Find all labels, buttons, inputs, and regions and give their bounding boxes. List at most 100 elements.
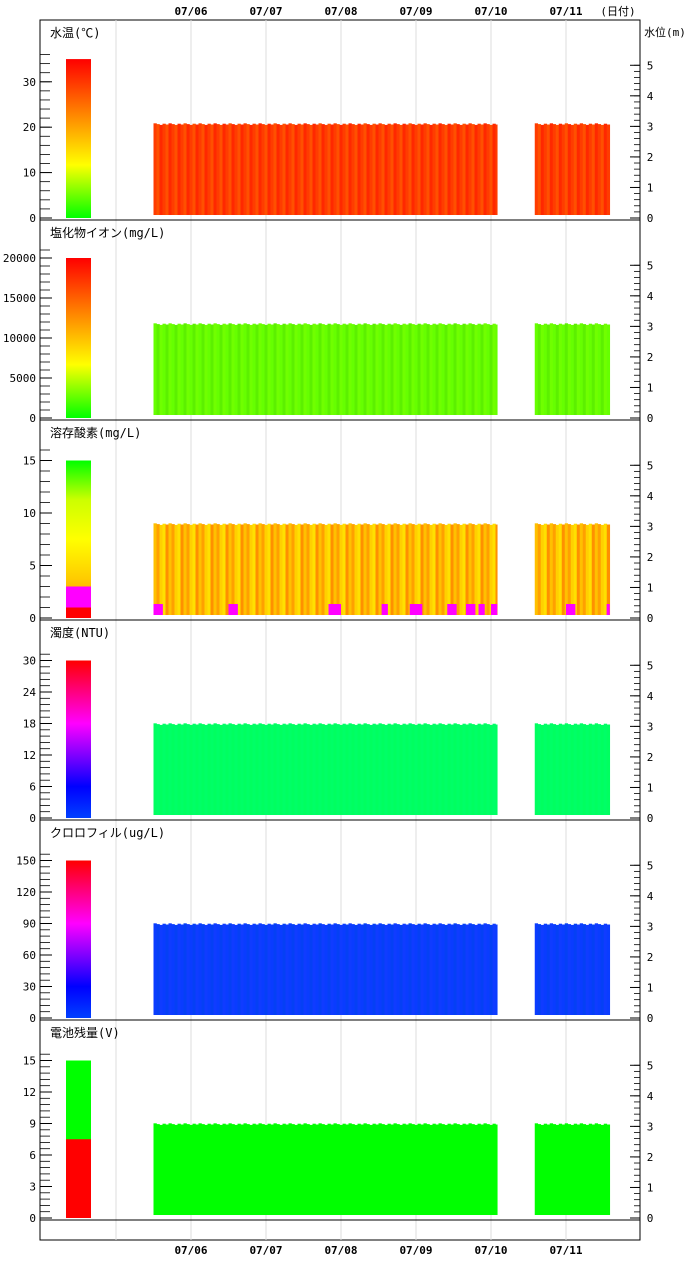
heatmap-strip: [213, 723, 217, 815]
heatmap-strip: [222, 323, 226, 415]
heatmap-strip: [465, 524, 469, 615]
heatmap-strip: [237, 523, 241, 615]
heatmap-strip: [156, 924, 160, 1015]
heatmap-strip: [429, 524, 433, 615]
heatmap-strip: [444, 924, 448, 1015]
heatmap-strip: [300, 924, 304, 1015]
heatmap-strip: [495, 124, 498, 215]
heatmap-strip: [381, 124, 385, 215]
heatmap-strip: [228, 323, 232, 415]
left-tick-label: 10: [23, 507, 36, 520]
heatmap-strip: [165, 124, 169, 215]
heatmap-strip: [546, 924, 551, 1015]
heatmap-strip: [480, 524, 484, 615]
heatmap-strip: [438, 1123, 442, 1215]
heatmap-strip: [297, 723, 301, 815]
heatmap-strip: [435, 924, 439, 1015]
heatmap-strip: [438, 523, 442, 615]
heatmap-strip: [183, 123, 187, 215]
heatmap-strip: [315, 324, 319, 415]
heatmap-strip: [180, 724, 184, 815]
heatmap-strip: [486, 724, 490, 815]
heatmap-strip: [315, 124, 319, 215]
heatmap-strip: [210, 924, 214, 1015]
heatmap-strip: [393, 1123, 397, 1215]
heatmap-strip: [219, 724, 223, 815]
heatmap-strip: [561, 124, 566, 215]
heatmap-strip: [549, 323, 554, 415]
heatmap-strip: [225, 524, 229, 615]
low-value-patch: [566, 604, 576, 615]
colorbar: [66, 860, 91, 1018]
heatmap-strip: [465, 124, 469, 215]
heatmap-strip: [582, 724, 587, 815]
right-tick-label: 2: [647, 751, 654, 764]
heatmap-strip: [342, 123, 346, 215]
heatmap-strip: [600, 724, 605, 815]
heatmap-strip: [429, 924, 433, 1015]
heatmap-strip: [585, 124, 590, 215]
heatmap-strip: [375, 924, 379, 1015]
heatmap-strip: [213, 923, 217, 1015]
heatmap-strip: [282, 723, 286, 815]
heatmap-strip: [576, 924, 581, 1015]
heatmap-strip: [318, 123, 322, 215]
right-tick-label: 5: [647, 259, 654, 272]
heatmap-strip: [273, 923, 277, 1015]
heatmap-strip: [339, 924, 343, 1015]
heatmap-strip: [606, 724, 611, 815]
right-tick-label: 3: [647, 720, 654, 733]
heatmap-strip: [183, 723, 187, 815]
heatmap-strip: [294, 924, 298, 1015]
heatmap-strip: [186, 924, 190, 1015]
heatmap-strip: [576, 724, 581, 815]
heatmap-strip: [369, 124, 373, 215]
heatmap-strip: [276, 124, 280, 215]
heatmap-strip: [597, 524, 602, 615]
heatmap-strip: [243, 123, 247, 215]
heatmap-strip: [576, 324, 581, 415]
heatmap-strip: [456, 124, 460, 215]
heatmap-strip: [189, 924, 193, 1015]
heatmap-segment: [153, 923, 498, 1015]
heatmap-strip: [603, 723, 608, 815]
heatmap-strip: [585, 524, 590, 615]
right-tick-label: 4: [647, 1090, 654, 1103]
heatmap-strip: [159, 324, 163, 415]
heatmap-strip: [168, 123, 172, 215]
heatmap-strip: [546, 124, 551, 215]
left-tick-label: 20000: [3, 252, 36, 265]
heatmap-strip: [255, 124, 259, 215]
heatmap-strip: [180, 324, 184, 415]
heatmap-strip: [477, 123, 481, 215]
heatmap-strip: [336, 724, 340, 815]
right-tick-label: 0: [647, 612, 654, 625]
heatmap-strip: [258, 323, 262, 415]
heatmap-strip: [294, 524, 298, 615]
heatmap-segment: [534, 723, 611, 815]
heatmap-strip: [324, 524, 328, 615]
heatmap-strip: [399, 524, 403, 615]
heatmap-strip: [597, 1124, 602, 1215]
left-tick-label: 0: [29, 1212, 36, 1225]
heatmap-strip: [297, 1123, 301, 1215]
right-tick-label: 2: [647, 151, 654, 164]
heatmap-strip: [465, 924, 469, 1015]
heatmap-strip: [600, 324, 605, 415]
heatmap-segment: [534, 523, 611, 615]
heatmap-strip: [279, 924, 283, 1015]
heatmap-strip: [312, 723, 316, 815]
heatmap-strip: [405, 324, 409, 415]
heatmap-strip: [375, 124, 379, 215]
heatmap-strip: [558, 523, 563, 615]
heatmap-strip: [456, 924, 460, 1015]
heatmap-strip: [360, 324, 364, 415]
colorbar: [66, 660, 91, 818]
heatmap-strip: [258, 123, 262, 215]
heatmap-strip: [537, 324, 542, 415]
heatmap-strip: [540, 324, 545, 415]
heatmap-strip: [603, 1123, 608, 1215]
heatmap-strip: [201, 324, 205, 415]
heatmap-strip: [417, 923, 421, 1015]
heatmap-strip: [570, 124, 575, 215]
